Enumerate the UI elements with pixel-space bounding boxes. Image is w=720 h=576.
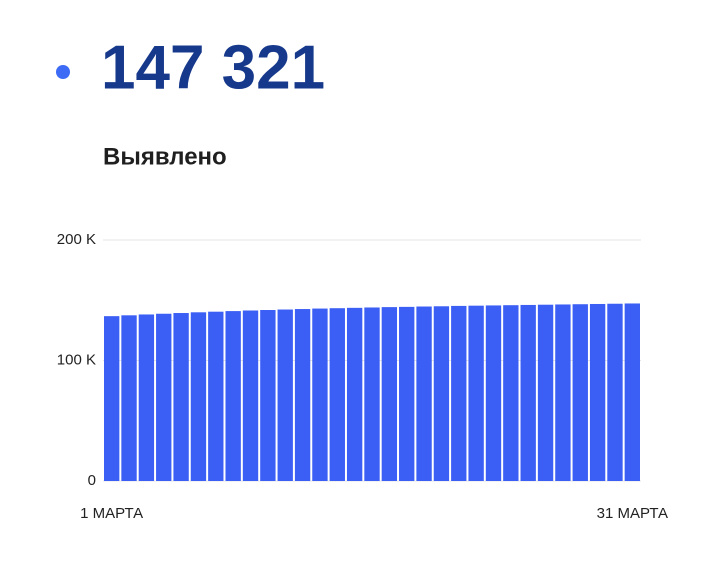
legend-dot [56,65,70,79]
x-tick-label: 1 МАРТА [80,505,143,522]
bar [312,308,328,481]
bar [225,311,241,481]
bar [346,307,363,481]
headline: 147 321 [101,33,325,102]
bar [485,305,502,481]
y-tick-label: 200 K [57,231,96,248]
bar [121,315,137,481]
bar [416,306,432,481]
bar [572,304,588,481]
chart-title: Выявлено [103,143,227,170]
bar [156,313,172,481]
bar [589,303,606,481]
x-tick-label: 31 МАРТА [597,505,668,522]
bar [173,313,189,481]
bar [364,307,380,481]
bar [468,305,484,481]
bar [607,303,623,481]
bar [451,305,467,481]
bar [503,305,519,481]
bar [260,310,276,481]
bar [399,306,415,481]
bar [138,314,155,481]
bar [624,303,640,481]
bar [381,307,398,481]
bar [555,304,571,481]
bar [208,311,224,481]
bar [277,309,293,481]
bar [190,312,207,481]
bar [242,310,259,481]
bar [537,304,554,481]
y-tick-label: 0 [88,472,96,489]
y-tick-label: 100 K [57,351,96,368]
bar [433,306,450,481]
bar [294,309,311,481]
bar [520,304,536,481]
bar [329,308,345,481]
bar [104,316,120,481]
